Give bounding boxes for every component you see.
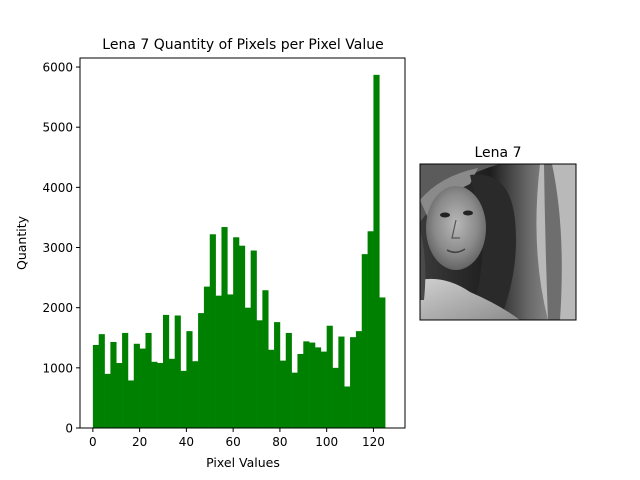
histogram-bar (116, 363, 123, 428)
y-tick-label: 3000 (42, 241, 73, 255)
histogram-bar (326, 325, 333, 428)
x-tick-label: 0 (89, 435, 97, 449)
histogram-bar (279, 360, 287, 428)
y-tick-label: 0 (65, 422, 73, 436)
histogram-bar (139, 348, 146, 428)
histogram-bar (320, 351, 327, 428)
histogram-bar (163, 314, 170, 428)
histogram-bar (373, 74, 380, 429)
histogram-bar (227, 294, 234, 428)
histogram-plot: Lena 7 Quantity of Pixels per Pixel Valu… (14, 37, 406, 470)
x-tick-label: 100 (315, 435, 338, 449)
x-tick-label: 60 (226, 435, 241, 449)
histogram-bar (256, 320, 263, 428)
x-tick-label: 40 (179, 435, 194, 449)
histogram-bar (379, 297, 386, 428)
histogram-bar (168, 358, 175, 428)
histogram-bar (314, 347, 322, 428)
lena-image-plot: Lena 7 (419, 145, 577, 321)
image-title: Lena 7 (475, 145, 522, 161)
histogram-bar (274, 322, 281, 428)
histogram-bar (233, 237, 240, 428)
histogram-bar (291, 372, 298, 428)
histogram-bar (209, 234, 216, 428)
histogram-bar (367, 231, 374, 428)
histogram-bar (221, 227, 228, 428)
lena-image (420, 164, 576, 320)
histogram-bar (98, 334, 105, 428)
histogram-bar (344, 386, 351, 428)
y-axis-ticks: 0 1000 2000 3000 4000 5000 6000 (42, 61, 80, 436)
histogram-bar (285, 332, 292, 428)
histogram-bar (338, 336, 345, 428)
histogram-bar (309, 342, 316, 428)
histogram-bar (92, 344, 100, 428)
histogram-bar (361, 254, 368, 428)
histogram-bar (198, 313, 205, 428)
plot-frame (79, 57, 406, 429)
image-frame (419, 163, 577, 321)
x-axis-label: Pixel Values (206, 455, 280, 470)
histogram-bar (262, 290, 269, 428)
histogram-bar (297, 354, 304, 428)
y-tick-label: 1000 (42, 361, 73, 375)
histogram-bar (244, 307, 251, 428)
histogram-bar (110, 341, 117, 428)
y-axis-label: Quantity (14, 215, 29, 270)
x-tick-label: 120 (362, 435, 385, 449)
histogram-bar (174, 315, 181, 428)
y-tick-label: 5000 (42, 121, 73, 135)
histogram-bar (332, 367, 339, 428)
histogram-title: Lena 7 Quantity of Pixels per Pixel Valu… (102, 37, 383, 53)
histogram-bar (127, 380, 135, 428)
histogram-bar (350, 337, 357, 428)
histogram-bar (180, 370, 187, 428)
histogram-bar (192, 361, 199, 428)
x-tick-label: 80 (272, 435, 287, 449)
histogram-bar (355, 331, 363, 428)
histogram-bar (133, 343, 140, 428)
histogram-bar (203, 286, 211, 428)
histogram-bars (92, 74, 386, 429)
histogram-bar (151, 361, 158, 428)
y-tick-label: 4000 (42, 181, 73, 195)
histogram-bar (145, 332, 152, 428)
histogram-bar (215, 295, 222, 428)
x-axis-ticks: 0 20 40 60 80 100 120 (89, 428, 385, 449)
y-tick-label: 2000 (42, 301, 73, 315)
histogram-bar (104, 373, 111, 428)
histogram-bar (268, 349, 275, 428)
y-tick-label: 6000 (42, 61, 73, 75)
histogram-bar (238, 245, 246, 428)
histogram-bar (122, 332, 129, 428)
histogram-bar (186, 331, 193, 428)
histogram-bar (157, 363, 164, 428)
histogram-bar (250, 250, 257, 428)
histogram-bar (303, 341, 310, 428)
x-tick-label: 20 (132, 435, 147, 449)
